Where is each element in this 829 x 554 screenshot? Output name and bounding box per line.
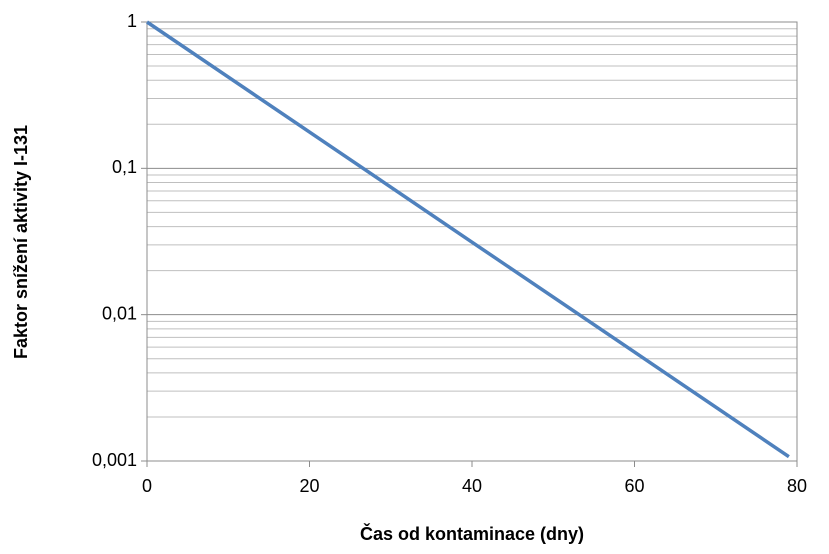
y-tick-label: 0,01 <box>102 303 137 323</box>
x-tick-label: 40 <box>462 476 482 496</box>
data-line <box>146 20 790 459</box>
x-tick-label: 60 <box>624 476 644 496</box>
x-tick-label: 80 <box>787 476 807 496</box>
x-tick-label: 0 <box>142 476 152 496</box>
plot-border <box>146 21 798 462</box>
y-tick-label: 1 <box>127 11 137 31</box>
x-axis-title: Čas od kontaminace (dny) <box>360 523 584 544</box>
x-tick-label: 20 <box>299 476 319 496</box>
y-tick-label: 0,001 <box>92 450 137 470</box>
y-tick-label: 0,1 <box>112 157 137 177</box>
y-axis-title: Faktor snížení aktivity I-131 <box>11 125 31 359</box>
